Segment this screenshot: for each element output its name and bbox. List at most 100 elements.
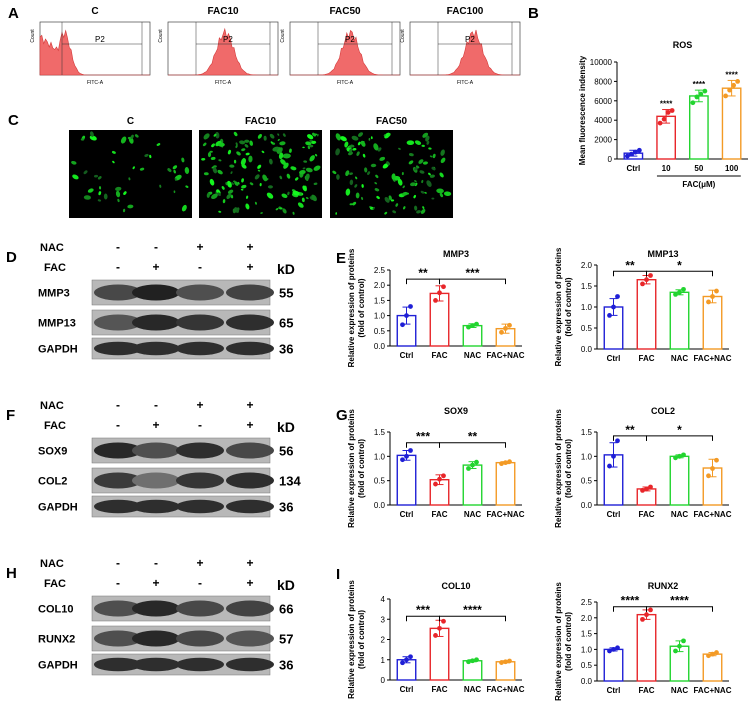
cell-dot [97, 176, 102, 180]
significance-label: ** [418, 266, 428, 280]
y-tick-label: 2.5 [374, 266, 386, 275]
data-point [648, 484, 653, 490]
data-point [706, 473, 711, 479]
cell-dot [395, 203, 399, 207]
data-point [400, 660, 405, 666]
band-label: GAPDH [38, 344, 78, 356]
band-label: GAPDH [38, 660, 78, 672]
cell-dot [413, 194, 416, 199]
chart-title: MMP13 [647, 249, 678, 259]
cell-dot [209, 150, 213, 153]
chart-i2: RUNX2 Relative expression of proteins(fol… [554, 581, 732, 701]
fluorescence-title: C [127, 116, 134, 127]
data-point [503, 659, 508, 665]
chart-i1: COL10 Relative expression of proteins(fol… [347, 580, 525, 699]
data-point [648, 273, 653, 278]
nac-sign: - [116, 398, 120, 412]
x-tick-label: 10 [662, 164, 671, 173]
data-point [710, 651, 715, 657]
kd-label: kD [277, 419, 295, 435]
cell-dot [227, 189, 234, 194]
data-point [714, 650, 719, 655]
cell-dot [305, 141, 312, 146]
data-point [706, 653, 711, 659]
cell-dot [372, 206, 375, 210]
cell-dot [111, 150, 116, 154]
blot-band [132, 499, 180, 514]
significance-label: ** [625, 258, 635, 272]
cell-dot [89, 135, 97, 141]
cell-dot [311, 194, 317, 202]
cell-dot [376, 196, 380, 200]
blot-band [132, 442, 180, 459]
data-point [702, 88, 708, 94]
cell-dot [403, 206, 406, 210]
cell-dot [356, 151, 360, 156]
blot-band [226, 284, 274, 301]
cell-dot [269, 158, 273, 165]
western-blot-panels: NAC FAC - - + + - + - + kD MMP3 55 MMP13 65 GAPDH 36 NAC F… [38, 240, 301, 676]
chart-b: ROS Mean fluorescence indensity 0 2000 4000 6… [578, 40, 748, 189]
data-point [400, 457, 405, 463]
chart-title: RUNX2 [648, 581, 679, 591]
kd-value: 57 [279, 632, 293, 647]
y-tick-label: 2.0 [581, 614, 593, 623]
data-point [611, 453, 616, 459]
cell-dot [263, 135, 267, 141]
cell-dot [279, 175, 283, 180]
cell-dot [217, 169, 223, 175]
y-tick-label: 1 [381, 656, 386, 665]
cell-dot [401, 171, 404, 176]
flow-xaxis-label: FITC-A [337, 80, 354, 86]
data-point [661, 116, 667, 122]
bar [669, 291, 690, 350]
cell-dot [112, 160, 115, 164]
chart-ylabel-line: (fold of control) [357, 439, 366, 498]
data-point [499, 329, 504, 335]
cell-dot [422, 161, 428, 165]
y-tick-label: 3 [381, 615, 386, 624]
data-point [694, 94, 700, 100]
cell-dot [249, 182, 254, 186]
cell-dot [414, 140, 422, 145]
cell-dot [290, 166, 297, 171]
cell-dot [297, 202, 304, 208]
cell-dot [355, 176, 358, 180]
cell-dot [414, 167, 418, 171]
cell-dot [374, 182, 378, 185]
flow-gate-label: P2 [465, 35, 475, 44]
cell-dot [431, 166, 436, 171]
y-tick-label: 2.0 [581, 261, 593, 270]
cell-dot [418, 159, 424, 164]
cell-dot [345, 170, 350, 177]
data-point [648, 607, 653, 613]
flow-gate-label: P2 [345, 35, 355, 44]
cell-dot [426, 140, 430, 145]
data-point [466, 466, 471, 471]
cell-dot [218, 142, 225, 147]
data-point [677, 643, 682, 649]
cell-dot [357, 141, 361, 146]
flow-histogram [168, 27, 278, 76]
x-tick-label: NAC [671, 354, 689, 363]
flow-title: FAC50 [329, 6, 361, 17]
cell-dot [130, 134, 134, 139]
nac-sign: - [116, 240, 120, 254]
chart-ylabel-line: Relative expression of proteins [554, 582, 563, 701]
cell-dot [370, 163, 377, 168]
data-point [400, 322, 405, 328]
cell-dot [429, 174, 435, 178]
significance-label: *** [416, 430, 430, 444]
chart-title: MMP3 [443, 249, 469, 259]
cell-dot [213, 165, 217, 168]
cell-dot [305, 197, 309, 200]
cell-dot [235, 142, 238, 146]
cell-dot [408, 160, 414, 165]
x-tick-label: FAC+NAC [693, 510, 731, 519]
blot-band [176, 341, 224, 356]
blot-band [94, 630, 142, 647]
flow-title: FAC10 [207, 6, 239, 17]
cell-dot [313, 165, 321, 171]
cell-dot [286, 173, 291, 179]
cell-dot [431, 197, 435, 200]
